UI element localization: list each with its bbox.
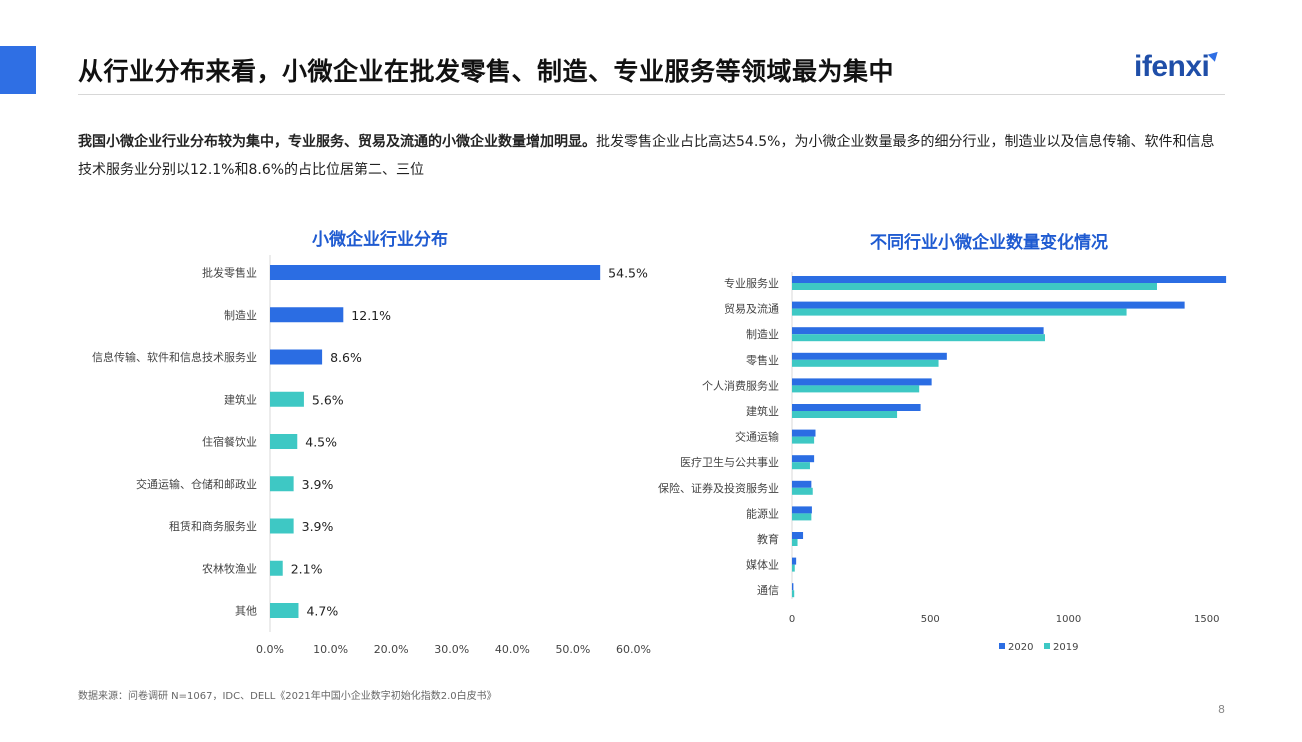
bar-2020 <box>792 557 797 565</box>
x-tick-label: 500 <box>921 614 940 625</box>
bar-2020 <box>792 327 1044 335</box>
bar-2019 <box>792 359 939 367</box>
chart1-title: 小微企业行业分布 <box>312 230 448 250</box>
category-label: 住宿餐饮业 <box>202 435 257 449</box>
summary-text: 我国小微企业行业分布较为集中，专业服务、贸易及流通的小微企业数量增加明显。批发零… <box>78 128 1228 184</box>
category-label: 能源业 <box>746 506 779 520</box>
bar-2019 <box>792 590 795 598</box>
bar-2020 <box>792 276 1227 283</box>
category-label: 通信 <box>757 584 779 597</box>
data-label: 2.1% <box>291 561 323 576</box>
bar-2019 <box>792 411 898 418</box>
category-label: 教育 <box>757 532 779 546</box>
category-label: 交通运输 <box>735 430 779 444</box>
data-label: 12.1% <box>351 308 391 323</box>
bar-2020 <box>792 378 932 386</box>
bar-2020 <box>792 301 1185 309</box>
x-tick-label: 0 <box>789 614 795 625</box>
bar-2020 <box>792 429 816 437</box>
data-label: 5.6% <box>312 392 344 407</box>
bar <box>270 518 294 534</box>
legend-swatch-2019 <box>1044 643 1050 649</box>
x-tick-label: 1500 <box>1194 614 1219 625</box>
category-label: 其他 <box>235 605 257 618</box>
bar-2020 <box>792 532 804 539</box>
category-label: 医疗卫生与公共事业 <box>680 455 779 469</box>
bar <box>270 560 283 576</box>
legend-swatch-2020 <box>999 643 1005 649</box>
x-tick-label: 60.0% <box>616 643 651 656</box>
bar-2020 <box>792 583 794 591</box>
bar-2020 <box>792 506 812 514</box>
data-label: 3.9% <box>302 519 334 534</box>
summary-bold: 我国小微企业行业分布较为集中，专业服务、贸易及流通的小微企业数量增加明显。 <box>78 134 596 150</box>
title-divider <box>78 94 1225 95</box>
data-label: 4.7% <box>306 604 338 619</box>
bar-2019 <box>792 487 813 495</box>
category-label: 零售业 <box>746 353 779 367</box>
x-tick-label: 50.0% <box>555 643 590 656</box>
bar-2020 <box>792 404 921 411</box>
x-tick-label: 0.0% <box>256 643 284 656</box>
category-label: 建筑业 <box>224 392 257 406</box>
page-number: 8 <box>1218 703 1225 716</box>
category-label: 租赁和商务服务业 <box>169 519 257 533</box>
x-tick-label: 20.0% <box>374 643 409 656</box>
chart2-title: 不同行业小微企业数量变化情况 <box>870 233 1108 253</box>
summary-normal: 批发零售企业占比高达54.5%，为小微企业数量最多的细分行业，制造业以及信息传输… <box>78 134 1215 178</box>
data-label: 54.5% <box>608 266 648 281</box>
legend-label: 2019 <box>1053 642 1078 653</box>
category-label: 个人消费服务业 <box>702 378 779 392</box>
bar-2019 <box>792 308 1127 316</box>
category-label: 农林牧渔业 <box>202 561 257 575</box>
bar-2019 <box>792 283 1157 290</box>
x-tick-label: 1000 <box>1056 614 1081 625</box>
category-label: 制造业 <box>224 308 257 322</box>
accent-bar <box>0 46 36 94</box>
bar <box>270 603 299 618</box>
bar-2020 <box>792 455 815 463</box>
category-label: 专业服务业 <box>724 276 779 290</box>
bar <box>270 391 304 407</box>
data-label: 8.6% <box>330 350 362 365</box>
bar-2019 <box>792 564 795 572</box>
category-label: 贸易及流通 <box>724 302 779 316</box>
industry-change-chart: 专业服务业贸易及流通制造业零售业个人消费服务业建筑业交通运输医疗卫生与公共事业保… <box>658 272 1227 653</box>
category-label: 信息传输、软件和信息技术服务业 <box>92 350 257 364</box>
bar-2020 <box>792 480 812 488</box>
bar-2019 <box>792 436 815 444</box>
category-label: 制造业 <box>746 327 779 341</box>
bar-2019 <box>792 539 798 546</box>
x-tick-label: 30.0% <box>434 643 469 656</box>
bar-2019 <box>792 462 810 470</box>
industry-distribution-chart: 批发零售业 54.5% 制造业 12.1% 信息传输、软件和信息技术服务业 8.6% 建筑业… <box>92 255 651 656</box>
x-tick-label: 10.0% <box>313 643 348 656</box>
bar-2019 <box>792 334 1045 342</box>
category-label: 媒体业 <box>746 558 779 572</box>
bar <box>270 307 344 323</box>
category-label: 保险、证券及投资服务业 <box>658 481 779 495</box>
bar <box>270 265 601 280</box>
bar-2019 <box>792 385 920 393</box>
source-note: 数据来源：问卷调研 N=1067，IDC、DELL《2021年中国小企业数字初始… <box>78 691 497 702</box>
bar-2020 <box>792 352 947 360</box>
ifenxi-logo: ifenxi <box>1134 50 1210 83</box>
bar-2019 <box>792 513 812 521</box>
logo-arrow-icon <box>1207 48 1222 62</box>
category-label: 交通运输、仓储和邮政业 <box>136 477 257 491</box>
legend-label: 2020 <box>1008 642 1033 653</box>
bar <box>270 349 323 365</box>
category-label: 批发零售业 <box>202 266 257 280</box>
x-tick-label: 40.0% <box>495 643 530 656</box>
bar <box>270 434 298 449</box>
data-label: 4.5% <box>305 435 337 450</box>
category-label: 建筑业 <box>746 404 779 418</box>
page-title: 从行业分布来看，小微企业在批发零售、制造、专业服务等领域最为集中 <box>78 57 895 86</box>
data-label: 3.9% <box>302 477 334 492</box>
bar <box>270 476 294 492</box>
